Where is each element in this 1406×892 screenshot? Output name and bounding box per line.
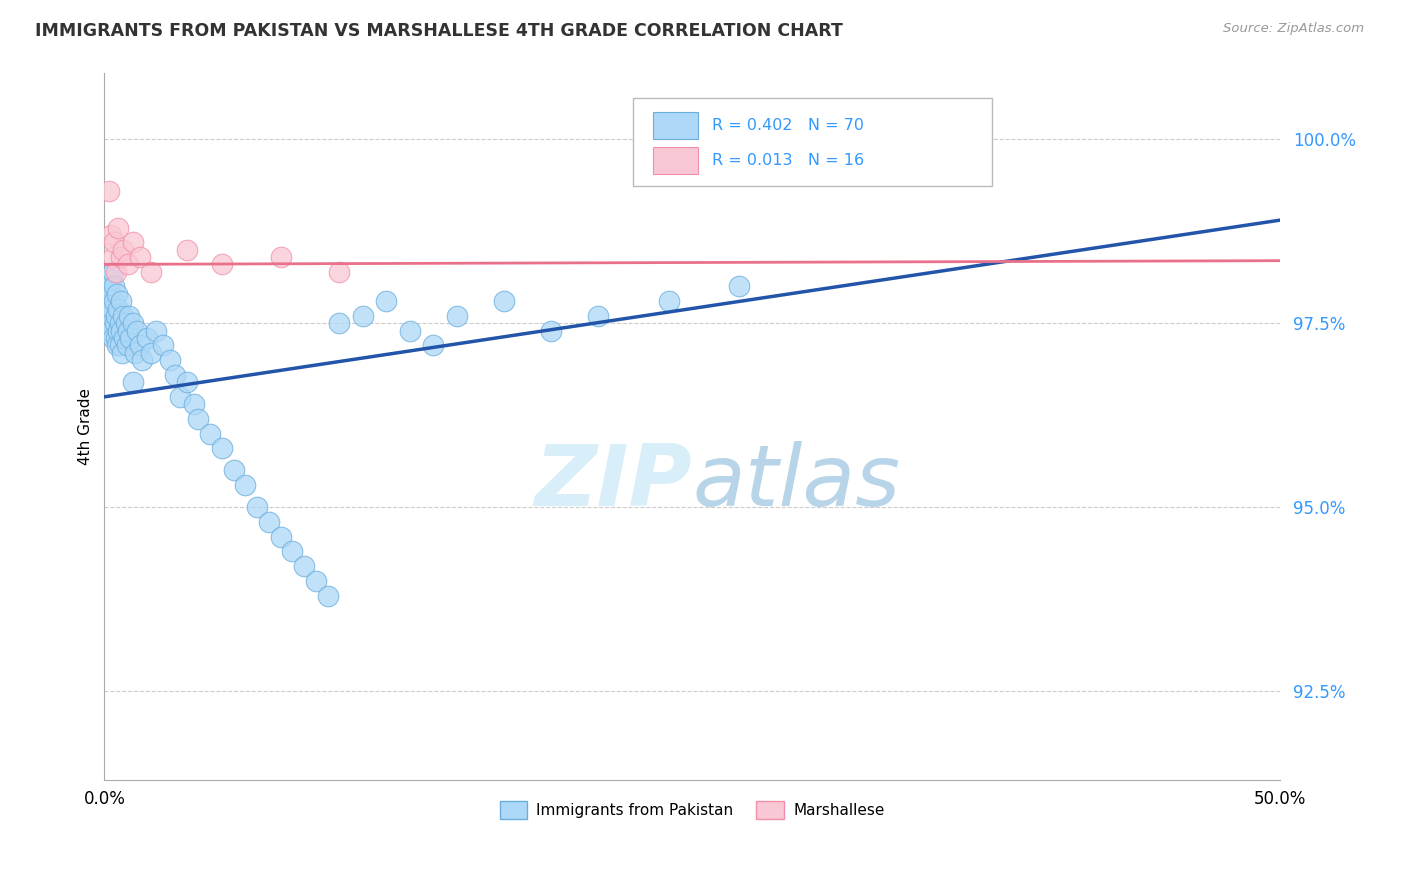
Point — [145, 324, 167, 338]
Point — [101, 265, 124, 279]
Point — [98, 309, 121, 323]
Text: ZIP: ZIP — [534, 442, 692, 524]
Point — [328, 316, 350, 330]
Point — [292, 559, 315, 574]
Point — [112, 309, 135, 323]
Point — [176, 375, 198, 389]
Point — [110, 324, 132, 338]
Point — [492, 294, 515, 309]
Text: IMMIGRANTS FROM PAKISTAN VS MARSHALLESE 4TH GRADE CORRELATION CHART: IMMIGRANTS FROM PAKISTAN VS MARSHALLESE … — [35, 22, 844, 40]
Point — [98, 279, 121, 293]
Point — [141, 265, 163, 279]
Point — [100, 227, 122, 242]
Point — [281, 544, 304, 558]
Point — [115, 338, 138, 352]
Legend: Immigrants from Pakistan, Marshallese: Immigrants from Pakistan, Marshallese — [494, 795, 890, 825]
Point — [121, 375, 143, 389]
Point — [446, 309, 468, 323]
Point — [105, 265, 128, 279]
Point — [110, 294, 132, 309]
Point — [152, 338, 174, 352]
Point — [103, 235, 125, 250]
Point — [98, 286, 121, 301]
Point — [270, 250, 292, 264]
Point — [105, 286, 128, 301]
Point — [127, 324, 149, 338]
Point — [399, 324, 422, 338]
Bar — [654, 147, 697, 174]
FancyBboxPatch shape — [633, 98, 991, 186]
Point — [98, 184, 121, 198]
Point — [100, 324, 122, 338]
Point — [112, 243, 135, 257]
Point — [112, 331, 135, 345]
Point — [110, 338, 132, 352]
Point — [222, 463, 245, 477]
Point — [101, 301, 124, 316]
Point — [103, 279, 125, 293]
Point — [163, 368, 186, 382]
Point — [104, 331, 127, 345]
Point — [111, 345, 134, 359]
Point — [105, 338, 128, 352]
Point — [103, 294, 125, 309]
Point — [657, 294, 679, 309]
Point — [257, 515, 280, 529]
Point — [114, 316, 136, 330]
Point — [105, 309, 128, 323]
Text: Source: ZipAtlas.com: Source: ZipAtlas.com — [1223, 22, 1364, 36]
Point — [246, 500, 269, 515]
Point — [97, 294, 120, 309]
Y-axis label: 4th Grade: 4th Grade — [79, 388, 93, 465]
Text: R = 0.013   N = 16: R = 0.013 N = 16 — [711, 153, 865, 168]
Point — [141, 345, 163, 359]
Point — [97, 316, 120, 330]
Point — [159, 353, 181, 368]
Point — [107, 220, 129, 235]
Point — [422, 338, 444, 352]
Point — [107, 301, 129, 316]
Point — [352, 309, 374, 323]
Point — [316, 589, 339, 603]
Point — [107, 324, 129, 338]
Point — [375, 294, 398, 309]
Point — [176, 243, 198, 257]
Point — [103, 331, 125, 345]
Point — [110, 250, 132, 264]
Text: R = 0.402   N = 70: R = 0.402 N = 70 — [711, 118, 865, 133]
Point — [198, 426, 221, 441]
Point — [100, 272, 122, 286]
Point — [915, 128, 938, 143]
Point — [187, 412, 209, 426]
Point — [235, 478, 257, 492]
Text: atlas: atlas — [692, 442, 900, 524]
Point — [121, 316, 143, 330]
Point — [117, 324, 139, 338]
Point — [128, 250, 150, 264]
Point — [128, 338, 150, 352]
Point — [328, 265, 350, 279]
Point — [586, 309, 609, 323]
Point — [305, 574, 328, 588]
Point — [121, 235, 143, 250]
Point — [108, 316, 131, 330]
Point — [540, 324, 562, 338]
Point — [183, 397, 205, 411]
Point — [728, 279, 751, 293]
Point — [270, 530, 292, 544]
Point — [169, 390, 191, 404]
Point — [117, 257, 139, 271]
Point — [120, 331, 142, 345]
Point — [118, 309, 141, 323]
Point — [124, 345, 146, 359]
Point — [211, 257, 233, 271]
Point — [101, 250, 124, 264]
Point — [211, 442, 233, 456]
Bar — [654, 112, 697, 138]
Point — [104, 316, 127, 330]
Point — [131, 353, 153, 368]
Point — [135, 331, 157, 345]
